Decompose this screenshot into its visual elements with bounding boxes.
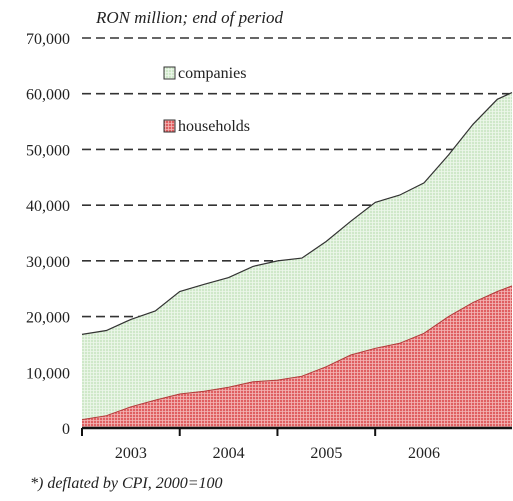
legend-backdrop [120,62,248,84]
series-line-households [81,285,513,421]
area-layer [81,92,513,428]
x-tick-label: 2005 [310,445,342,462]
series-area-companies [82,92,512,420]
axis-layer: 0 10,000 20,000 30,000 40,000 50,000 60,000 70,… [26,31,512,462]
y-tick-label: 20,000 [26,310,70,327]
y-tick-label: 50,000 [26,142,70,159]
x-tick-label: 2003 [115,445,147,462]
unit-note: RON million; end of period [96,8,283,27]
legend-label-companies: companies [178,65,246,82]
y-tick-label: 0 [62,421,70,438]
legend-swatch-households [163,119,176,133]
y-tick-label: 60,000 [26,87,70,104]
x-tick-label: 2006 [408,445,440,462]
series-area-households [82,285,512,428]
y-tick-label: 30,000 [26,254,70,271]
y-tick-label: 40,000 [26,198,70,215]
x-tick-label: 2004 [213,445,245,462]
y-tick-label: 10,000 [26,365,70,382]
legend-label-households: households [178,118,250,135]
series-line-total [81,92,513,335]
y-tick-label: 70,000 [26,31,70,48]
legend-swatch-companies [163,66,176,80]
footnote: *) deflated by CPI, 2000=100 [30,475,223,492]
legend: companies households [120,62,250,135]
